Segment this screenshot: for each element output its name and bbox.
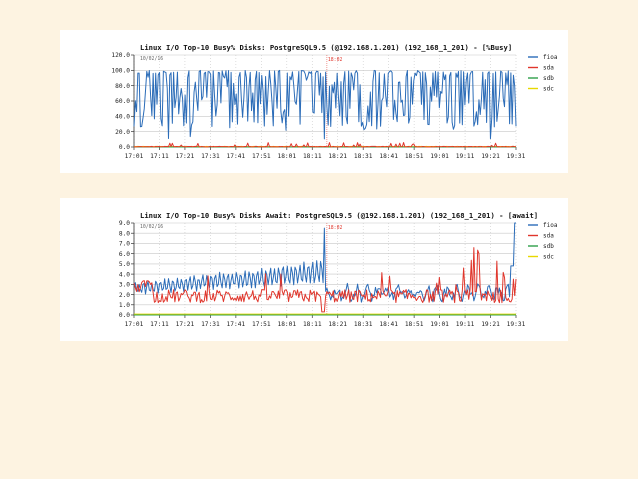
legend-label-sda: sda (543, 65, 554, 72)
x-tick-label: 18:31 (354, 321, 373, 328)
x-tick-label: 18:11 (303, 153, 322, 160)
x-tick-label: 17:31 (201, 153, 220, 160)
legend-label-sdc: sdc (543, 86, 554, 93)
y-tick-label: 0.0 (119, 312, 130, 319)
x-tick-label: 19:31 (507, 321, 526, 328)
series-line-fioa (133, 222, 516, 303)
x-tick-label: 17:01 (125, 153, 144, 160)
legend-label-fioa: fioa (543, 222, 558, 229)
legend-label-sdb: sdb (543, 75, 554, 82)
x-tick-label: 18:21 (328, 153, 347, 160)
x-tick-label: 19:01 (430, 321, 449, 328)
y-tick-label: 2.0 (119, 292, 130, 299)
x-tick-label: 18:51 (405, 321, 424, 328)
time-marker-label: 18:02 (328, 225, 343, 231)
y-tick-label: 9.0 (119, 220, 130, 227)
busy-chart: Linux I/O Top-10 Busy% Disks: PostgreSQL… (111, 43, 558, 160)
date-label: 10/02/16 (140, 56, 163, 62)
legend-label-sda: sda (543, 233, 554, 240)
y-tick-label: 8.0 (119, 230, 130, 237)
y-tick-label: 3.0 (119, 282, 130, 289)
chart-title: Linux I/O Top-10 Busy% Disks Await: Post… (140, 211, 538, 220)
x-tick-label: 17:21 (176, 321, 195, 328)
x-tick-label: 17:41 (227, 321, 246, 328)
chart-title: Linux I/O Top-10 Busy% Disks: PostgreSQL… (140, 43, 512, 52)
x-tick-label: 18:41 (379, 153, 398, 160)
y-tick-label: 1.0 (119, 302, 130, 309)
y-tick-label: 4.0 (119, 271, 130, 278)
x-tick-label: 18:01 (277, 321, 296, 328)
x-tick-label: 19:21 (481, 321, 500, 328)
x-tick-label: 17:51 (252, 321, 271, 328)
busy-chart-panel: Linux I/O Top-10 Busy% Disks: PostgreSQL… (60, 30, 568, 173)
await-chart-panel: Linux I/O Top-10 Busy% Disks Await: Post… (60, 198, 568, 341)
y-tick-label: 20.0 (115, 129, 130, 136)
x-tick-label: 18:01 (277, 153, 296, 160)
series-line-sda (133, 247, 517, 313)
x-tick-label: 17:21 (176, 153, 195, 160)
x-tick-label: 19:01 (430, 153, 449, 160)
y-tick-label: 5.0 (119, 261, 130, 268)
y-tick-label: 120.0 (111, 52, 130, 59)
series-line-sda (133, 142, 517, 148)
x-tick-label: 17:01 (125, 321, 144, 328)
legend-label-fioa: fioa (543, 54, 558, 61)
x-tick-label: 19:11 (456, 153, 475, 160)
x-tick-label: 17:41 (227, 153, 246, 160)
x-tick-label: 19:21 (481, 153, 500, 160)
date-label: 10/02/16 (140, 224, 163, 230)
x-tick-label: 18:41 (379, 321, 398, 328)
y-tick-label: 40.0 (115, 114, 130, 121)
x-tick-label: 17:11 (150, 321, 169, 328)
series-line-fioa (133, 69, 517, 140)
x-tick-label: 18:31 (354, 153, 373, 160)
x-tick-label: 19:31 (507, 153, 526, 160)
x-tick-label: 19:11 (456, 321, 475, 328)
legend-label-sdc: sdc (543, 254, 554, 261)
legend-label-sdb: sdb (543, 243, 554, 250)
y-tick-label: 6.0 (119, 251, 130, 258)
await-chart: Linux I/O Top-10 Busy% Disks Await: Post… (119, 211, 558, 328)
y-tick-label: 80.0 (115, 83, 130, 90)
x-tick-label: 17:11 (150, 153, 169, 160)
x-tick-label: 17:51 (252, 153, 271, 160)
x-tick-label: 18:21 (328, 321, 347, 328)
x-tick-label: 17:31 (201, 321, 220, 328)
x-tick-label: 18:11 (303, 321, 322, 328)
x-tick-label: 18:51 (405, 153, 424, 160)
y-tick-label: 60.0 (115, 98, 130, 105)
y-tick-label: 100.0 (111, 68, 130, 75)
y-tick-label: 7.0 (119, 241, 130, 248)
time-marker-label: 18:02 (328, 57, 343, 63)
y-tick-label: 0.0 (119, 144, 130, 151)
